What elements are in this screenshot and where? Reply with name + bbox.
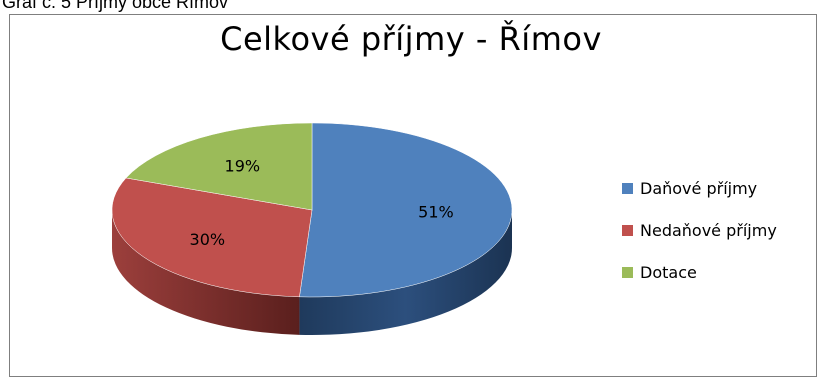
pie-side-0	[299, 210, 512, 336]
legend-item-nedanove: Nedaňové příjmy	[622, 220, 777, 240]
legend-label: Nedaňové příjmy	[640, 220, 777, 240]
data-label-1: 30%	[190, 230, 226, 249]
pie-slice-1	[111, 177, 313, 298]
pie-slice-2	[125, 122, 313, 211]
chart-title: Celkové příjmy - Římov	[220, 20, 602, 58]
figure-caption: Graf č. 5 Příjmy obce Římov	[2, 0, 229, 12]
data-label-2: 19%	[225, 156, 261, 175]
chart-legend: Daňové příjmy Nedaňové příjmy Dotace	[622, 178, 777, 304]
frame-bottom	[9, 376, 817, 377]
pie-slice-0	[299, 122, 513, 298]
chart-frame	[9, 14, 817, 376]
legend-swatch	[622, 182, 633, 194]
pie-side-1	[112, 210, 300, 335]
legend-label: Dotace	[640, 262, 697, 282]
legend-swatch	[622, 266, 633, 278]
legend-label: Daňové příjmy	[640, 178, 758, 198]
legend-item-dotace: Dotace	[622, 262, 777, 282]
data-label-0: 51%	[418, 203, 454, 222]
legend-swatch	[622, 224, 633, 236]
legend-item-danove: Daňové příjmy	[622, 178, 777, 198]
